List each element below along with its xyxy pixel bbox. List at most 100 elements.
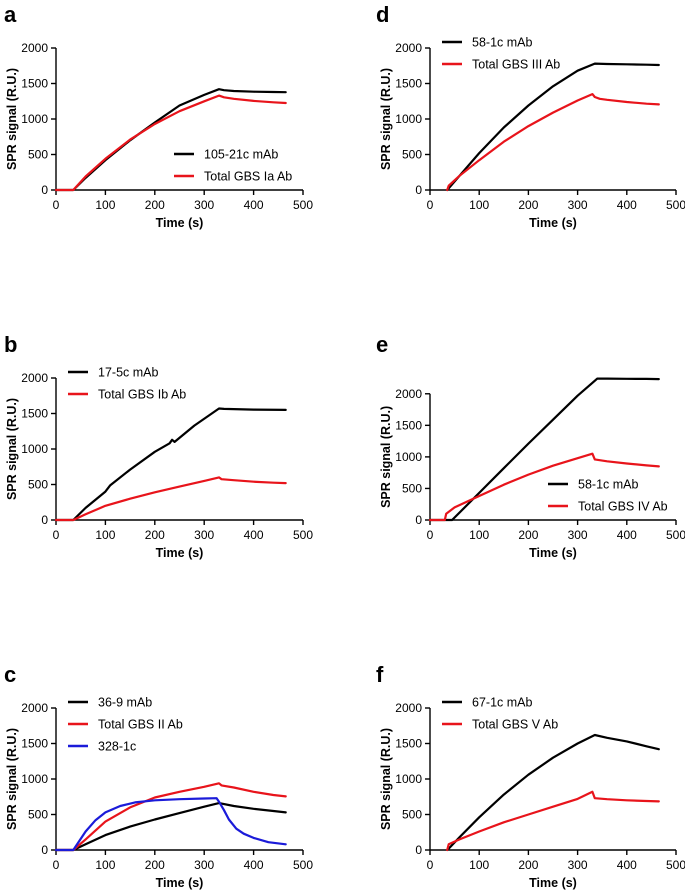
- x-tick-label: 100: [469, 858, 489, 872]
- y-tick-label: 500: [402, 808, 422, 822]
- y-tick-label: 0: [415, 843, 422, 857]
- legend: 17-5c mAb Total GBS Ib Ab: [68, 366, 186, 402]
- x-tick-label: 100: [469, 198, 489, 212]
- y-tick-label: 0: [41, 513, 48, 527]
- x-axis-title: Time (s): [529, 546, 577, 560]
- y-tick-label: 1000: [21, 112, 48, 126]
- x-tick-label: 500: [666, 198, 685, 212]
- x-tick-label: 0: [427, 858, 434, 872]
- x-tick-label: 0: [53, 198, 60, 212]
- legend: 36-9 mAb Total GBS II Ab 328-1c: [68, 696, 183, 754]
- legend-label: Total GBS Ib Ab: [98, 388, 186, 402]
- y-tick-label: 500: [28, 808, 48, 822]
- x-tick-label: 400: [617, 528, 637, 542]
- y-tick-label: 2000: [395, 387, 422, 401]
- y-tick-label: 2000: [21, 41, 48, 55]
- legend-label: 328-1c: [98, 740, 136, 754]
- x-tick-label: 300: [194, 858, 214, 872]
- panel-letter-d: d: [376, 2, 389, 27]
- y-tick-label: 0: [41, 843, 48, 857]
- y-tick-label: 2000: [395, 41, 422, 55]
- x-tick-label: 400: [617, 858, 637, 872]
- panel-a: a 0 500 1000 1500 2000 0 100 200 300 400 500 Time (s…: [4, 2, 313, 230]
- x-tick-label: 200: [518, 858, 538, 872]
- y-tick-label: 1500: [395, 418, 422, 432]
- y-tick-label: 1500: [395, 77, 422, 91]
- x-tick-label: 500: [293, 858, 313, 872]
- legend: 105-21c mAb Total GBS Ia Ab: [174, 148, 292, 184]
- y-axis-title: SPR signal (R.U.): [379, 406, 393, 508]
- y-axis-title: SPR signal (R.U.): [5, 398, 19, 500]
- x-axis-title: Time (s): [156, 876, 204, 890]
- legend: 58-1c mAb Total GBS III Ab: [442, 36, 560, 72]
- x-tick-label: 300: [568, 528, 588, 542]
- x-tick-label: 0: [427, 198, 434, 212]
- y-tick-label: 500: [402, 481, 422, 495]
- legend: 67-1c mAb Total GBS V Ab: [442, 696, 558, 732]
- y-tick-label: 500: [402, 148, 422, 162]
- series-line-1: [446, 62, 660, 192]
- y-tick-label: 500: [28, 148, 48, 162]
- series-line-3: [54, 797, 287, 852]
- legend-label: Total GBS III Ab: [472, 58, 560, 72]
- y-axis-title: SPR signal (R.U.): [379, 68, 393, 170]
- x-tick-label: 300: [194, 198, 214, 212]
- y-tick-label: 0: [415, 513, 422, 527]
- legend-label: 58-1c mAb: [472, 36, 532, 50]
- y-tick-label: 1500: [21, 77, 48, 91]
- x-tick-label: 100: [469, 528, 489, 542]
- y-tick-label: 1500: [21, 737, 48, 751]
- x-tick-label: 200: [518, 528, 538, 542]
- x-tick-label: 0: [53, 528, 60, 542]
- panel-c: c 0 500 1000 1500 2000 0 100 200 300 400 500 Time (s…: [4, 662, 313, 890]
- panel-letter-c: c: [4, 662, 16, 687]
- y-tick-label: 500: [28, 478, 48, 492]
- y-axis-title: SPR signal (R.U.): [5, 728, 19, 830]
- x-tick-label: 300: [194, 528, 214, 542]
- x-tick-label: 100: [95, 198, 115, 212]
- y-tick-label: 1000: [395, 772, 422, 786]
- x-tick-label: 500: [293, 528, 313, 542]
- x-tick-label: 400: [244, 528, 264, 542]
- series-line-1: [54, 802, 287, 852]
- x-tick-label: 500: [666, 528, 685, 542]
- x-tick-label: 0: [53, 858, 60, 872]
- y-tick-label: 0: [415, 183, 422, 197]
- y-tick-label: 2000: [21, 701, 48, 715]
- series-line-2: [54, 94, 287, 192]
- legend-label: 58-1c mAb: [578, 478, 638, 492]
- x-tick-label: 400: [617, 198, 637, 212]
- legend-label: Total GBS II Ab: [98, 718, 183, 732]
- panel-letter-b: b: [4, 332, 17, 357]
- panel-letter-f: f: [376, 662, 384, 687]
- y-tick-label: 1500: [21, 407, 48, 421]
- x-tick-label: 200: [145, 198, 165, 212]
- y-tick-label: 0: [41, 183, 48, 197]
- x-tick-label: 100: [95, 528, 115, 542]
- y-tick-label: 1500: [395, 737, 422, 751]
- y-tick-label: 2000: [21, 371, 48, 385]
- x-axis-title: Time (s): [529, 216, 577, 230]
- x-axis-title: Time (s): [156, 546, 204, 560]
- x-tick-label: 200: [145, 528, 165, 542]
- series-line-2: [54, 782, 287, 852]
- y-axis-title: SPR signal (R.U.): [5, 68, 19, 170]
- legend-label: Total GBS V Ab: [472, 718, 558, 732]
- x-tick-label: 500: [293, 198, 313, 212]
- x-tick-label: 400: [244, 198, 264, 212]
- x-axis-title: Time (s): [156, 216, 204, 230]
- x-axis-title: Time (s): [529, 876, 577, 890]
- panel-b: b 0 500 1000 1500 2000 0 100 200 300 400 500 Time (s…: [4, 332, 313, 560]
- panel-letter-e: e: [376, 332, 388, 357]
- x-tick-label: 400: [244, 858, 264, 872]
- y-axis-title: SPR signal (R.U.): [379, 728, 393, 830]
- legend-label: 17-5c mAb: [98, 366, 158, 380]
- x-tick-label: 500: [666, 858, 685, 872]
- legend-label: 67-1c mAb: [472, 696, 532, 710]
- series-line-2: [428, 452, 660, 522]
- x-tick-label: 300: [568, 858, 588, 872]
- x-tick-label: 200: [518, 198, 538, 212]
- x-tick-label: 100: [95, 858, 115, 872]
- series-line-2: [446, 93, 660, 192]
